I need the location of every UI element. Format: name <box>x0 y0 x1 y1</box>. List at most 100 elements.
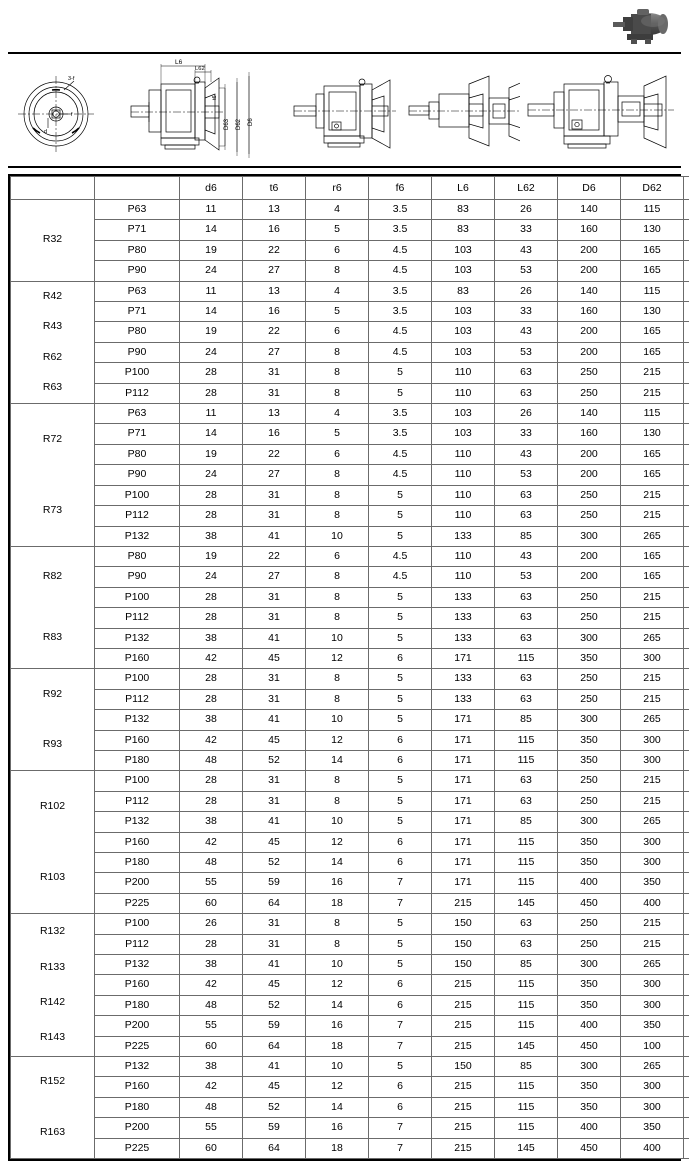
cell-f6: 6 <box>369 832 432 852</box>
cell-D6: 300 <box>558 1057 621 1077</box>
cell-L62: 145 <box>495 1036 558 1056</box>
cell-f6: 5 <box>369 1057 432 1077</box>
header-L6: L6 <box>432 177 495 200</box>
cell-motor-size: P100 <box>95 914 180 934</box>
cell-motor-size: P80 <box>95 546 180 566</box>
cell-f6: 5 <box>369 506 432 526</box>
cell-d6: 48 <box>180 1097 243 1117</box>
cell-D6: 140 <box>558 281 621 301</box>
table-row: P11228318511063250215180 <box>11 506 689 526</box>
cell-motor-size: P132 <box>95 812 180 832</box>
cell-r6: 8 <box>306 669 369 689</box>
cell-r6: 8 <box>306 261 369 281</box>
cell-L6: 171 <box>432 853 495 873</box>
cell-L62: 43 <box>495 322 558 342</box>
table-row: R92R93P10028318513363250215180 <box>11 669 689 689</box>
cell-D6: 200 <box>558 465 621 485</box>
cell-D63: 95 <box>684 404 689 424</box>
cell-r6: 10 <box>306 628 369 648</box>
cell-d6: 28 <box>180 608 243 628</box>
dim-label-D63: D63 <box>224 118 230 130</box>
cell-D6: 350 <box>558 730 621 750</box>
cell-L62: 115 <box>495 832 558 852</box>
cell-D63: 250 <box>684 975 689 995</box>
specification-table-wrapper: d6 t6 r6 f6 L6 L62 D6 D62 D63 R32P631113… <box>8 174 681 1161</box>
cell-D6: 250 <box>558 587 621 607</box>
dim-label-t6: t6 <box>212 95 218 100</box>
cell-L62: 63 <box>495 771 558 791</box>
cell-D62: 215 <box>621 383 684 403</box>
cell-d6: 42 <box>180 1077 243 1097</box>
cell-D62: 300 <box>621 975 684 995</box>
table-row: P1804852146171115350300250 <box>11 853 689 873</box>
cell-D63: 180 <box>684 363 689 383</box>
cell-L62: 115 <box>495 1016 558 1036</box>
helical-gearmotor-photo <box>597 4 677 48</box>
table-row: P132384110513385300265230 <box>11 526 689 546</box>
cell-f6: 6 <box>369 853 432 873</box>
cell-t6: 64 <box>243 1138 306 1158</box>
cell-L62: 115 <box>495 648 558 668</box>
table-row: P132384110515085300265230 <box>11 955 689 975</box>
cell-d6: 28 <box>180 363 243 383</box>
cell-L6: 110 <box>432 506 495 526</box>
cell-f6: 5 <box>369 934 432 954</box>
cell-D63: 250 <box>684 730 689 750</box>
cell-d6: 55 <box>180 1016 243 1036</box>
cell-D62: 165 <box>621 240 684 260</box>
cell-f6: 6 <box>369 648 432 668</box>
cell-D6: 140 <box>558 200 621 220</box>
cell-L62: 26 <box>495 200 558 220</box>
cell-t6: 22 <box>243 240 306 260</box>
cell-motor-size: P100 <box>95 771 180 791</box>
header-D63: D63 <box>684 177 689 200</box>
table-row: P11228318515063250215180 <box>11 934 689 954</box>
cell-D63: 130 <box>684 567 689 587</box>
cell-d6: 60 <box>180 1036 243 1056</box>
cell-D62: 130 <box>621 220 684 240</box>
cell-D6: 160 <box>558 220 621 240</box>
cell-f6: 6 <box>369 750 432 770</box>
table-row: P11228318513363250215180 <box>11 689 689 709</box>
cell-D63: 230 <box>684 628 689 648</box>
cell-d6: 24 <box>180 567 243 587</box>
cell-r6: 16 <box>306 1118 369 1138</box>
cell-D63: 250 <box>684 832 689 852</box>
cell-f6: 4.5 <box>369 567 432 587</box>
cell-t6: 52 <box>243 1097 306 1117</box>
cell-L6: 215 <box>432 1118 495 1138</box>
cell-D6: 250 <box>558 485 621 505</box>
cell-motor-size: P160 <box>95 1077 180 1097</box>
cell-D62: 115 <box>621 404 684 424</box>
cell-D63: 130 <box>684 261 689 281</box>
cell-D6: 400 <box>558 873 621 893</box>
cell-motor-size: P160 <box>95 832 180 852</box>
cell-r6: 10 <box>306 526 369 546</box>
cell-L6: 103 <box>432 404 495 424</box>
cell-f6: 5 <box>369 791 432 811</box>
cell-motor-size: P132 <box>95 1057 180 1077</box>
cell-L62: 145 <box>495 1138 558 1158</box>
cell-f6: 3.5 <box>369 220 432 240</box>
cell-f6: 4.5 <box>369 261 432 281</box>
group-label: R103 <box>11 870 94 886</box>
cell-D6: 400 <box>558 1016 621 1036</box>
cell-L62: 53 <box>495 465 558 485</box>
cell-D63: 230 <box>684 710 689 730</box>
cell-t6: 13 <box>243 200 306 220</box>
cell-L6: 150 <box>432 1057 495 1077</box>
cell-r6: 14 <box>306 853 369 873</box>
cell-D6: 160 <box>558 302 621 322</box>
cell-D63: 250 <box>684 1097 689 1117</box>
cell-D62: 300 <box>621 648 684 668</box>
drawing-section-view-dimensions: L6 L62 t6 D63 D62 D6 <box>125 54 286 166</box>
cell-D62: 215 <box>621 506 684 526</box>
cell-D63: 95 <box>684 281 689 301</box>
cell-d6: 28 <box>180 934 243 954</box>
